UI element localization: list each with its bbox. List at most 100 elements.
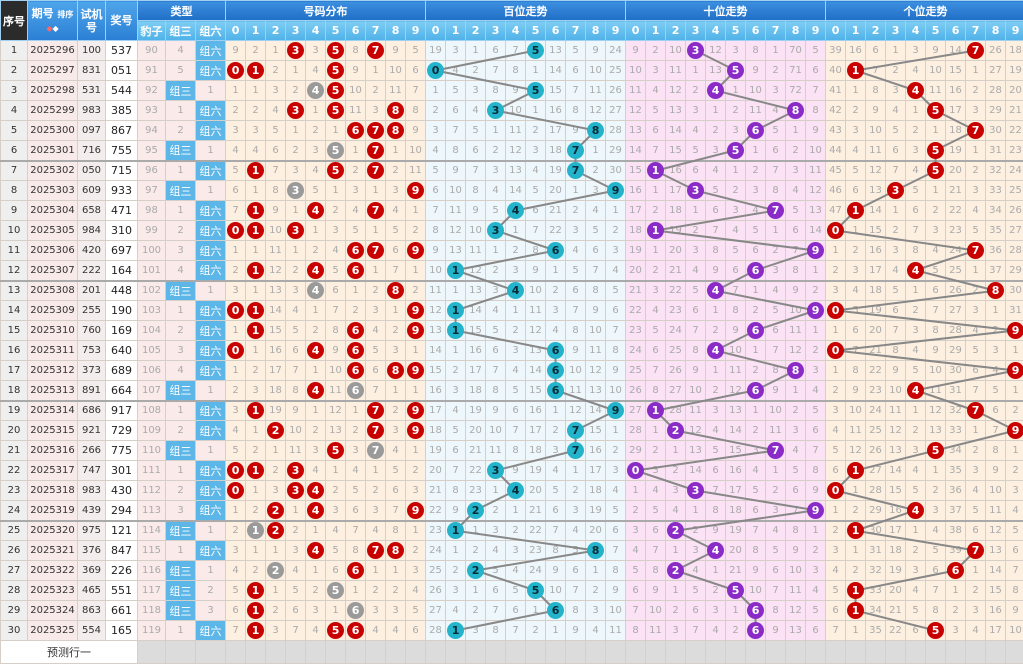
prediction-cell[interactable] [785, 640, 807, 664]
prediction-cell[interactable] [885, 640, 907, 664]
prediction-cell[interactable] [865, 640, 887, 664]
prediction-cell[interactable] [485, 640, 507, 664]
tens-cell: 3 [685, 100, 707, 121]
prediction-cell[interactable] [645, 640, 667, 664]
row-issue: 2025308 [27, 279, 78, 301]
prediction-cell[interactable] [305, 640, 327, 664]
tens-ball: 6 [747, 602, 765, 619]
tens-cell: 10 [625, 60, 647, 81]
hundreds-cell: 12 [525, 320, 547, 341]
tens-cell: 1 [745, 399, 767, 421]
prediction-cell[interactable] [845, 640, 867, 664]
hundreds-cell: 4 [585, 200, 607, 221]
prediction-cell[interactable] [325, 640, 347, 664]
prediction-cell[interactable] [705, 640, 727, 664]
prediction-cell[interactable] [725, 640, 747, 664]
prediction-cell[interactable] [194, 640, 227, 664]
tens-cell: 7 [765, 340, 787, 361]
units-cell: 11 [845, 420, 867, 441]
hundreds-cell: 3 [585, 180, 607, 201]
prediction-cell[interactable] [925, 640, 947, 664]
hundreds-cell: 4 [505, 360, 527, 381]
prediction-cell[interactable] [365, 640, 387, 664]
units-cell: 7 [965, 380, 987, 401]
units-digit-header-8: 8 [985, 20, 1007, 41]
tens-cell: 24 [625, 340, 647, 361]
units-cell: 18 [865, 279, 887, 301]
header-issue[interactable]: 期号 排序◆◆ [27, 0, 78, 41]
units-cell: 4 [1005, 500, 1023, 521]
tens-cell: 5 [805, 600, 827, 621]
group-type-badge: 组六 [194, 260, 227, 281]
prediction-cell[interactable] [425, 640, 447, 664]
prediction-cell[interactable] [565, 640, 587, 664]
prediction-cell[interactable] [385, 640, 407, 664]
dist-digit-header-9: 9 [405, 20, 427, 41]
prediction-cell[interactable] [405, 640, 427, 664]
prediction-cell[interactable] [965, 640, 987, 664]
hundreds-cell: 2 [465, 60, 487, 81]
dist-number-ball: 6 [347, 261, 365, 279]
header-seq[interactable]: 序号 [0, 0, 28, 41]
tens-cell: 15 [725, 440, 747, 461]
prediction-cell[interactable] [265, 640, 287, 664]
prediction-cell[interactable] [345, 640, 367, 664]
units-cell: 3 [965, 180, 987, 201]
group-omission: 1 [165, 460, 196, 481]
tens-cell: 11 [765, 420, 787, 441]
prediction-row[interactable]: 预测行一 [0, 640, 1023, 664]
table-row: 20 2025315 921 729 109 2 组六 4 1 2 10 2 13 2 7 3 9 18 5 20 10… [0, 420, 1023, 441]
tens-cell: 8 [765, 360, 787, 381]
tens-cell: 1 [705, 560, 727, 581]
hundreds-cell: 3 [485, 100, 507, 121]
prediction-cell[interactable] [545, 640, 567, 664]
prediction-cell[interactable] [825, 640, 847, 664]
group-omission: 1 [194, 80, 227, 101]
prediction-cell[interactable] [945, 640, 967, 664]
prediction-cell[interactable] [805, 640, 827, 664]
units-cell: 6 [965, 519, 987, 541]
tens-cell: 3 [665, 620, 687, 641]
tens-cell: 5 [805, 399, 827, 421]
prediction-cell[interactable] [685, 640, 707, 664]
hundreds-cell: 3 [485, 220, 507, 241]
prediction-cell[interactable] [137, 640, 166, 664]
prediction-cell[interactable] [285, 640, 307, 664]
prediction-cell[interactable] [245, 640, 267, 664]
prediction-cell[interactable] [665, 640, 687, 664]
group-omission: 102 [137, 279, 166, 301]
prediction-cell[interactable] [625, 640, 647, 664]
dist-number-ball: 1 [247, 162, 265, 180]
prediction-cell[interactable] [525, 640, 547, 664]
prediction-cell[interactable] [445, 640, 467, 664]
dist-cell: 6 [405, 60, 427, 81]
prediction-cell[interactable] [605, 640, 627, 664]
header-trial: 试机号 [77, 0, 106, 41]
units-cell: 5 [985, 380, 1007, 401]
prediction-cell[interactable] [585, 640, 607, 664]
hundreds-cell: 9 [565, 120, 587, 141]
hundreds-ball: 1 [447, 622, 465, 639]
tens-cell: 4 [785, 440, 807, 461]
hundreds-ball: 7 [567, 422, 585, 439]
hundreds-cell: 24 [525, 560, 547, 581]
tens-cell: 5 [725, 140, 747, 161]
prediction-cell[interactable] [1005, 640, 1023, 664]
prediction-cell[interactable] [905, 640, 927, 664]
hundreds-ball: 9 [607, 182, 625, 199]
row-draw-number: 448 [105, 279, 138, 301]
prediction-cell[interactable] [985, 640, 1007, 664]
prediction-cell[interactable] [165, 640, 196, 664]
hundreds-cell: 7 [465, 159, 487, 181]
prediction-cell[interactable] [465, 640, 487, 664]
prediction-cell[interactable] [505, 640, 527, 664]
prediction-cell[interactable] [225, 640, 247, 664]
hundreds-cell: 6 [545, 500, 567, 521]
dist-cell: 2 [345, 420, 367, 441]
sort-icon[interactable]: 排序◆◆ [46, 9, 74, 33]
prediction-cell[interactable] [745, 640, 767, 664]
units-cell: 9 [1005, 320, 1023, 341]
repeat-number-ball: 6 [347, 602, 365, 619]
prediction-cell[interactable] [765, 640, 787, 664]
group-omission: 117 [137, 580, 166, 601]
